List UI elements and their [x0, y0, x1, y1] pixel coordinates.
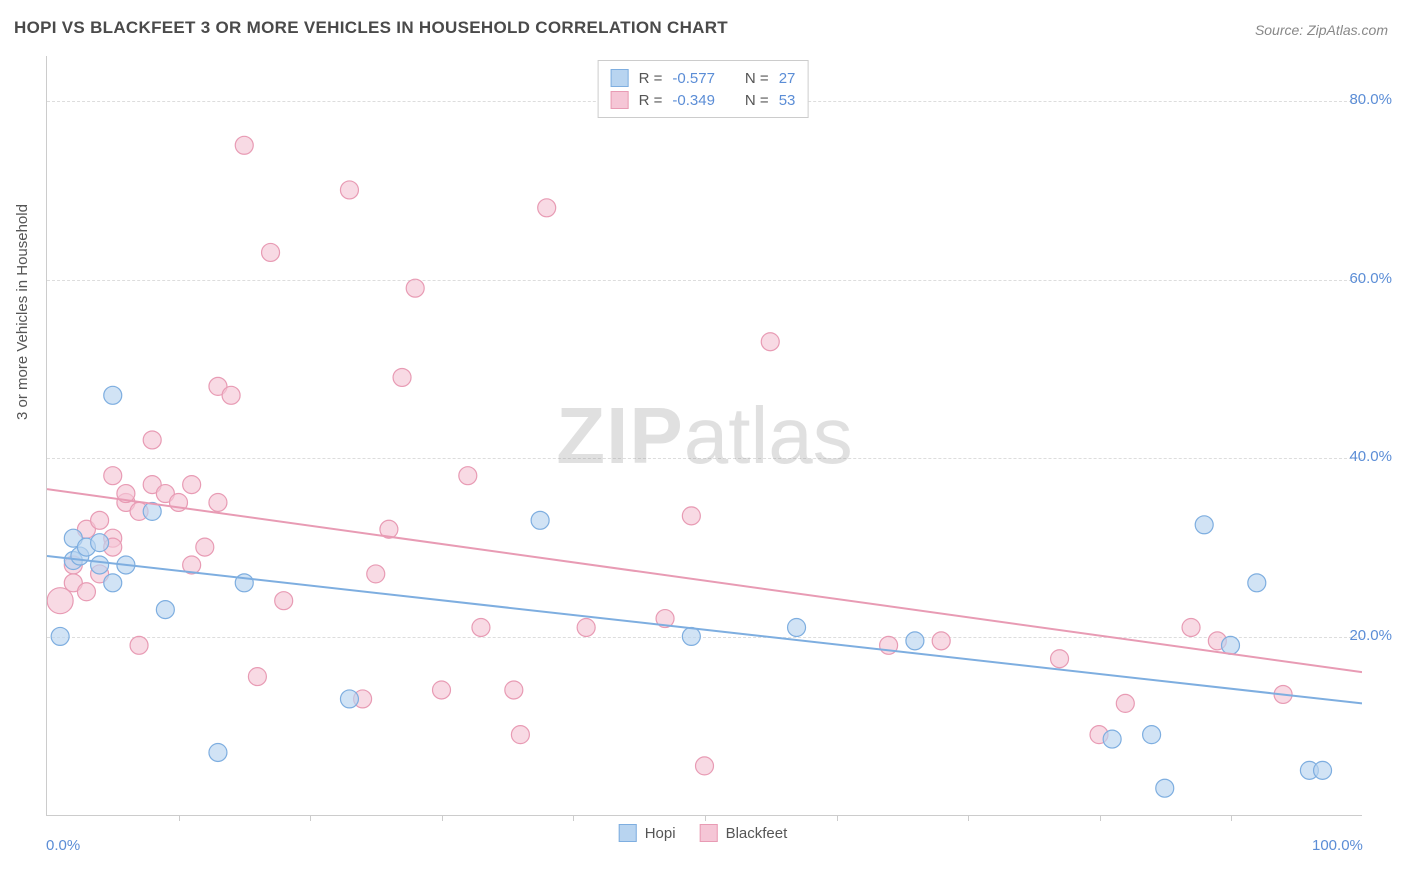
data-point	[77, 583, 95, 601]
data-point	[275, 592, 293, 610]
hopi-n-value: 27	[779, 70, 796, 87]
data-point	[505, 681, 523, 699]
scatter-plot-svg	[47, 56, 1362, 815]
data-point	[1182, 618, 1200, 636]
data-point	[932, 632, 950, 650]
x-tick	[968, 815, 969, 821]
data-point	[262, 243, 280, 261]
x-tick	[310, 815, 311, 821]
data-point	[183, 476, 201, 494]
data-point	[1222, 636, 1240, 654]
source-attribution: Source: ZipAtlas.com	[1255, 22, 1388, 38]
data-point	[130, 636, 148, 654]
blackfeet-r-value: -0.349	[672, 92, 715, 109]
data-point	[906, 632, 924, 650]
data-point	[367, 565, 385, 583]
series-legend-hopi: Hopi	[619, 824, 676, 842]
data-point	[1103, 730, 1121, 748]
data-point	[1195, 516, 1213, 534]
data-point	[91, 511, 109, 529]
data-point	[340, 181, 358, 199]
hopi-swatch	[611, 69, 629, 87]
correlation-legend: R = -0.577 N = 27 R = -0.349 N = 53	[598, 60, 809, 118]
data-point	[1051, 650, 1069, 668]
r-label: R =	[639, 92, 663, 109]
data-point	[538, 199, 556, 217]
data-point	[248, 668, 266, 686]
x-tick	[1100, 815, 1101, 821]
x-tick	[573, 815, 574, 821]
data-point	[143, 431, 161, 449]
chart-title: HOPI VS BLACKFEET 3 OR MORE VEHICLES IN …	[14, 18, 728, 38]
data-point	[104, 467, 122, 485]
data-point	[222, 386, 240, 404]
data-point	[91, 556, 109, 574]
blackfeet-n-value: 53	[779, 92, 796, 109]
data-point	[696, 757, 714, 775]
x-tick	[705, 815, 706, 821]
n-label: N =	[745, 70, 769, 87]
data-point	[209, 493, 227, 511]
series-legend: Hopi Blackfeet	[611, 822, 796, 844]
blackfeet-swatch-icon	[700, 824, 718, 842]
data-point	[511, 726, 529, 744]
data-point	[531, 511, 549, 529]
data-point	[51, 627, 69, 645]
data-point	[1143, 726, 1161, 744]
data-point	[156, 601, 174, 619]
data-point	[104, 386, 122, 404]
blackfeet-swatch	[611, 91, 629, 109]
trend-line	[47, 556, 1362, 703]
data-point	[196, 538, 214, 556]
x-tick	[837, 815, 838, 821]
y-axis-label: 3 or more Vehicles in Household	[14, 204, 31, 420]
r-label: R =	[639, 70, 663, 87]
data-point	[104, 574, 122, 592]
data-point	[209, 744, 227, 762]
data-point	[1248, 574, 1266, 592]
n-label: N =	[745, 92, 769, 109]
hopi-swatch-icon	[619, 824, 637, 842]
x-tick	[179, 815, 180, 821]
data-point	[682, 507, 700, 525]
data-point	[393, 368, 411, 386]
hopi-label: Hopi	[645, 825, 676, 842]
data-point	[235, 136, 253, 154]
data-point	[340, 690, 358, 708]
data-point	[459, 467, 477, 485]
correlation-legend-row-hopi: R = -0.577 N = 27	[611, 67, 796, 89]
data-point	[91, 534, 109, 552]
data-point	[406, 279, 424, 297]
data-point	[1314, 761, 1332, 779]
x-tick	[442, 815, 443, 821]
data-point	[1116, 694, 1134, 712]
x-tick-label: 0.0%	[46, 837, 80, 854]
data-point	[47, 588, 73, 614]
data-point	[761, 333, 779, 351]
series-legend-blackfeet: Blackfeet	[700, 824, 788, 842]
plot-area: ZIPatlas	[46, 56, 1362, 816]
data-point	[472, 618, 490, 636]
hopi-r-value: -0.577	[672, 70, 715, 87]
data-point	[433, 681, 451, 699]
x-tick-label: 100.0%	[1312, 837, 1363, 854]
data-point	[788, 618, 806, 636]
data-point	[1156, 779, 1174, 797]
correlation-legend-row-blackfeet: R = -0.349 N = 53	[611, 89, 796, 111]
blackfeet-label: Blackfeet	[726, 825, 788, 842]
data-point	[577, 618, 595, 636]
x-tick	[1231, 815, 1232, 821]
data-point	[682, 627, 700, 645]
